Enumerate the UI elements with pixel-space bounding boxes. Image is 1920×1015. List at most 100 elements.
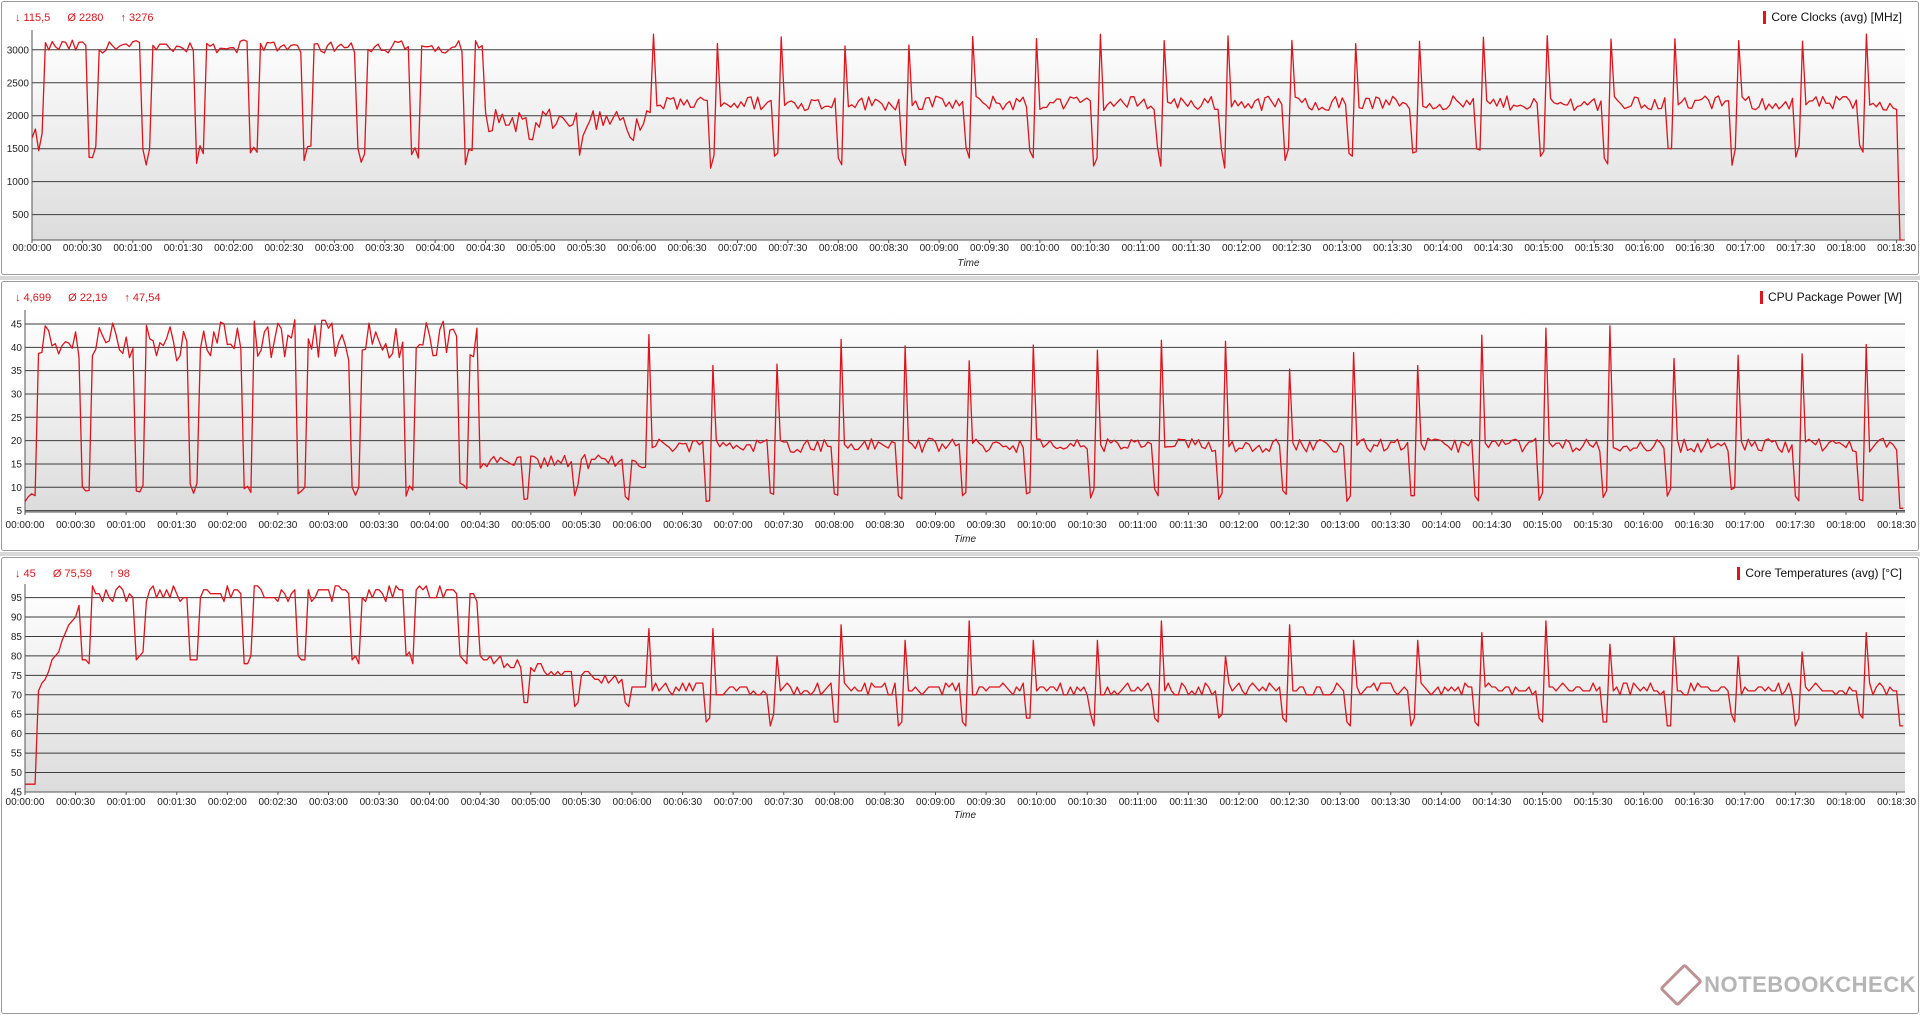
- plot-area: [32, 30, 1905, 240]
- x-tick-label: 00:06:00: [613, 520, 652, 531]
- x-tick-label: 00:08:00: [819, 243, 858, 254]
- x-tick-label: 00:09:00: [920, 243, 959, 254]
- line-chart-cpu-package-power: 5 10 15 20 25 30 35 40 45 00:00:00 00:00:30 00:01:0…: [6, 310, 1916, 545]
- x-tick-label: 00:15:30: [1574, 520, 1613, 531]
- stats-readout: ↓ 115,5 Ø 2280 ↑ 3276: [15, 12, 168, 24]
- x-tick-label: 00:11:30: [1169, 520, 1208, 531]
- x-tick-label: 00:02:30: [258, 797, 297, 808]
- y-tick-label: 30: [11, 389, 23, 400]
- x-tick-label: 00:04:30: [466, 243, 505, 254]
- y-tick-label: 3000: [7, 45, 30, 56]
- x-tick-label: 00:08:30: [865, 797, 904, 808]
- x-tick-label: 00:18:30: [1877, 520, 1916, 531]
- x-tick-label: 00:06:00: [613, 797, 652, 808]
- y-tick-label: 10: [11, 483, 23, 494]
- x-tick-label: 00:03:30: [360, 520, 399, 531]
- x-tick-label: 00:10:00: [1020, 243, 1059, 254]
- x-tick-label: 00:16:30: [1675, 520, 1714, 531]
- stat-min: ↓ 4,699: [15, 292, 52, 304]
- x-tick-label: 00:05:00: [516, 243, 555, 254]
- x-tick-label: 00:17:00: [1725, 797, 1764, 808]
- x-tick-label: 00:17:30: [1776, 520, 1815, 531]
- stat-max: ↑ 47,54: [124, 292, 161, 304]
- x-tick-label: 00:09:30: [970, 243, 1009, 254]
- x-tick-label: 00:03:00: [315, 243, 354, 254]
- legend[interactable]: Core Clocks (avg) [MHz]: [1763, 10, 1902, 24]
- x-tick-label: 00:17:00: [1726, 243, 1765, 254]
- x-tick-label: 00:08:00: [815, 520, 854, 531]
- panel-frame: [1, 557, 1919, 1014]
- x-tick-label: 00:13:30: [1371, 520, 1410, 531]
- y-tick-label: 95: [11, 593, 23, 604]
- x-tick-label: 00:01:30: [157, 520, 196, 531]
- x-tick-label: 00:07:00: [714, 797, 753, 808]
- x-tick-label: 00:12:00: [1220, 520, 1259, 531]
- x-tick-label: 00:03:30: [365, 243, 404, 254]
- x-tick-label: 00:07:30: [768, 243, 807, 254]
- x-tick-label: 00:02:00: [208, 797, 247, 808]
- stat-avg: Ø 22,19: [68, 292, 108, 304]
- y-tick-label: 2000: [7, 111, 30, 122]
- x-tick-label: 00:02:30: [258, 520, 297, 531]
- x-tick-label: 00:03:00: [309, 797, 348, 808]
- x-tick-label: 00:16:00: [1625, 243, 1664, 254]
- y-tick-label: 25: [11, 413, 23, 424]
- x-tick-label: 00:09:30: [967, 797, 1006, 808]
- x-tick-label: 00:07:00: [714, 520, 753, 531]
- x-tick-label: 00:05:00: [511, 520, 550, 531]
- y-tick-label: 5: [16, 506, 22, 517]
- x-tick-label: 00:06:30: [663, 520, 702, 531]
- x-tick-label: 00:00:30: [56, 520, 95, 531]
- x-tick-label: 00:05:00: [511, 797, 550, 808]
- x-tick-label: 00:00:30: [63, 243, 102, 254]
- stats-readout: ↓ 4,699 Ø 22,19 ↑ 47,54: [15, 292, 174, 304]
- legend-label: Core Temperatures (avg) [°C]: [1745, 566, 1902, 580]
- x-tick-label: 00:18:00: [1827, 520, 1866, 531]
- legend[interactable]: Core Temperatures (avg) [°C]: [1737, 566, 1902, 580]
- y-tick-label: 85: [11, 632, 23, 643]
- series-line: [31, 33, 1904, 241]
- chart-panel-cpu-package-power: ↓ 4,699 Ø 22,19 ↑ 47,54 CPU Package Powe…: [0, 280, 1920, 552]
- x-tick-label: 00:14:30: [1472, 520, 1511, 531]
- x-tick-label: 00:03:30: [360, 797, 399, 808]
- stat-min: ↓ 45: [15, 568, 36, 580]
- x-tick-label: 00:10:30: [1068, 520, 1107, 531]
- x-tick-label: 00:18:00: [1827, 797, 1866, 808]
- x-tick-label: 00:09:00: [916, 520, 955, 531]
- y-tick-label: 70: [11, 690, 23, 701]
- x-tick-label: 00:10:00: [1017, 797, 1056, 808]
- x-tick-label: 00:16:30: [1675, 797, 1714, 808]
- y-tick-label: 20: [11, 436, 23, 447]
- x-tick-label: 00:13:30: [1373, 243, 1412, 254]
- legend[interactable]: CPU Package Power [W]: [1759, 290, 1902, 304]
- x-tick-label: 00:01:30: [157, 797, 196, 808]
- x-tick-label: 00:13:30: [1371, 797, 1410, 808]
- x-tick-label: 00:00:00: [13, 243, 52, 254]
- y-tick-label: 55: [11, 749, 23, 760]
- x-tick-label: 00:11:00: [1122, 243, 1161, 254]
- x-tick-label: 00:08:30: [869, 243, 908, 254]
- x-tick-label: 00:04:30: [461, 797, 500, 808]
- y-tick-label: 1500: [7, 144, 30, 155]
- x-tick-label: 00:07:30: [764, 797, 803, 808]
- x-tick-label: 00:14:00: [1422, 797, 1461, 808]
- x-tick-label: 00:07:00: [718, 243, 757, 254]
- x-axis-label: Time: [957, 258, 980, 269]
- panel-frame: [1, 281, 1919, 551]
- x-tick-label: 00:16:00: [1624, 520, 1663, 531]
- x-tick-label: 00:05:30: [567, 243, 606, 254]
- notebookcheck-watermark: NOTEBOOKCHECK: [1659, 960, 1916, 1010]
- x-tick-label: 00:06:30: [663, 797, 702, 808]
- x-tick-label: 00:01:30: [164, 243, 203, 254]
- y-tick-label: 65: [11, 710, 23, 721]
- y-tick-label: 80: [11, 651, 23, 662]
- x-tick-label: 00:00:00: [6, 520, 45, 531]
- y-tick-label: 500: [12, 210, 29, 221]
- y-tick-label: 1000: [7, 177, 30, 188]
- x-tick-label: 00:15:30: [1575, 243, 1614, 254]
- stat-max: ↑ 98: [109, 568, 130, 580]
- x-tick-label: 00:04:30: [461, 520, 500, 531]
- y-tick-label: 35: [11, 366, 23, 377]
- x-tick-label: 00:15:00: [1523, 797, 1562, 808]
- x-tick-label: 00:09:30: [967, 520, 1006, 531]
